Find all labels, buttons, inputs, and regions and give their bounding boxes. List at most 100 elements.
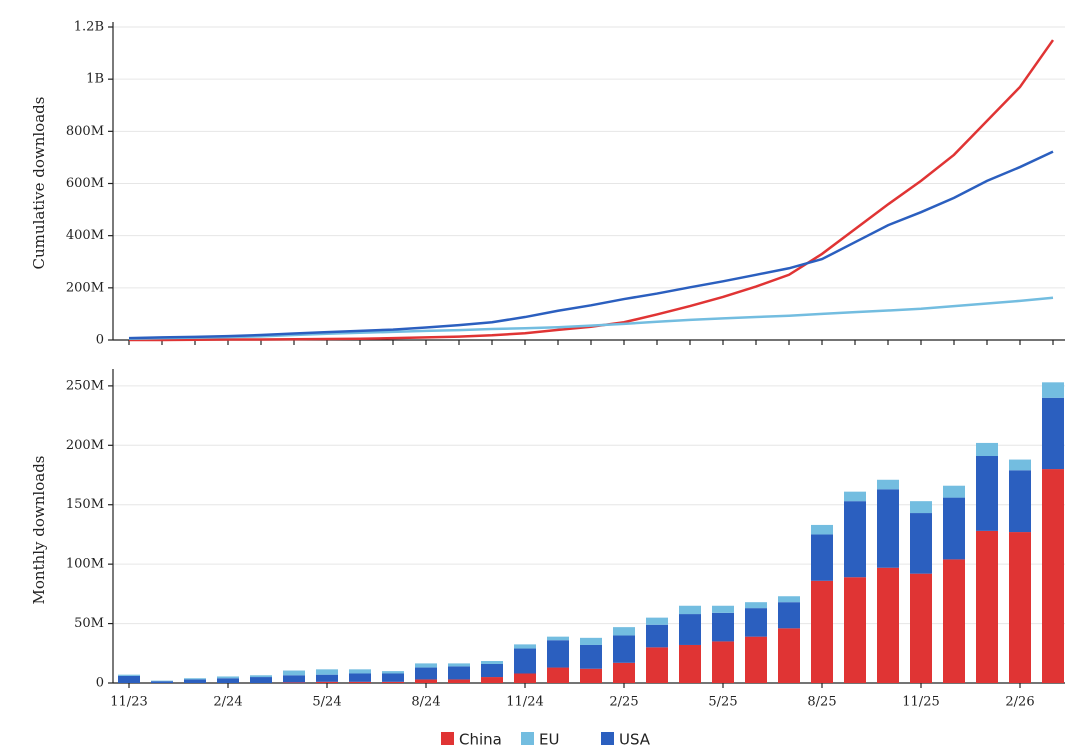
- bar-segment: [547, 636, 569, 641]
- y-axis-label: Cumulative downloads: [30, 97, 48, 270]
- bar-segment: [910, 501, 932, 514]
- bar-segment: [151, 681, 173, 683]
- bar-segment: [448, 663, 470, 667]
- bar-segment: [778, 596, 800, 603]
- y-tick-label: 0: [96, 333, 104, 348]
- bar-segment: [118, 674, 140, 676]
- bar-segment: [1009, 470, 1031, 533]
- bar-segment: [646, 624, 668, 648]
- legend-label: EU: [539, 731, 559, 749]
- y-axis-label: Monthly downloads: [30, 456, 48, 605]
- x-tick-label: 5/25: [708, 695, 737, 710]
- bar-segment: [877, 489, 899, 568]
- bar-segment: [217, 678, 239, 683]
- bar-segment: [976, 530, 998, 683]
- bar-segment: [448, 666, 470, 680]
- bar-segment: [844, 491, 866, 502]
- bar-segment: [250, 677, 272, 683]
- bar-segment: [316, 681, 338, 683]
- y-tick-label: 1.2B: [74, 20, 104, 35]
- bar-segment: [712, 612, 734, 642]
- y-tick-label: 200M: [66, 280, 104, 295]
- bar-segment: [745, 636, 767, 683]
- x-tick-label: 11/25: [902, 695, 939, 710]
- bar-segment: [976, 456, 998, 531]
- bar-segment: [877, 567, 899, 683]
- bar-segment: [745, 602, 767, 609]
- bar-segment: [349, 669, 371, 674]
- bar-segment: [613, 627, 635, 636]
- y-tick-label: 50M: [74, 616, 104, 631]
- legend-swatch: [601, 732, 614, 745]
- bar-segment: [811, 534, 833, 581]
- legend-label: China: [459, 731, 502, 749]
- bar-segment: [184, 679, 206, 683]
- bar-segment: [712, 641, 734, 683]
- y-tick-label: 150M: [66, 497, 104, 512]
- x-tick-label: 11/23: [110, 695, 147, 710]
- bar-segment: [481, 663, 503, 678]
- y-tick-label: 400M: [66, 228, 104, 243]
- y-tick-label: 0: [96, 676, 104, 691]
- x-tick-label: 8/25: [807, 695, 836, 710]
- legend-swatch: [441, 732, 454, 745]
- bar-segment: [514, 673, 536, 683]
- bar-segment: [283, 675, 305, 683]
- bar-segment: [778, 602, 800, 629]
- bar-segment: [943, 497, 965, 560]
- bar-segment: [1009, 459, 1031, 471]
- bar-segment: [514, 644, 536, 649]
- bar-segment: [613, 662, 635, 683]
- bar-segment: [151, 680, 173, 682]
- bar-segment: [382, 681, 404, 683]
- bar-segment: [415, 679, 437, 683]
- bar-segment: [481, 661, 503, 664]
- bar-segment: [448, 679, 470, 683]
- x-tick-label: 2/26: [1005, 695, 1034, 710]
- bar-segment: [349, 681, 371, 683]
- y-tick-label: 250M: [66, 378, 104, 393]
- bar-segment: [250, 675, 272, 678]
- bar-segment: [481, 677, 503, 683]
- bar-segment: [976, 442, 998, 457]
- bar-segment: [547, 667, 569, 683]
- bar-segment: [679, 644, 701, 683]
- bar-segment: [712, 605, 734, 613]
- bar-segment: [316, 674, 338, 682]
- bar-segment: [580, 668, 602, 683]
- bar-segment: [217, 676, 239, 679]
- bar-segment: [811, 524, 833, 535]
- bar-segment: [646, 647, 668, 683]
- legend-swatch: [521, 732, 534, 745]
- bar-segment: [415, 663, 437, 668]
- bar-segment: [778, 628, 800, 683]
- bar-segment: [877, 479, 899, 490]
- x-tick-label: 5/24: [312, 695, 341, 710]
- bar-segment: [844, 577, 866, 683]
- bar-segment: [349, 673, 371, 682]
- line: [128, 296, 1054, 340]
- bar-segment: [613, 635, 635, 663]
- bar-segment: [1042, 397, 1064, 470]
- bar-segment: [910, 573, 932, 683]
- bar-segment: [745, 608, 767, 637]
- bar-segment: [514, 648, 536, 674]
- bar-segment: [580, 637, 602, 645]
- x-tick-label: 2/25: [609, 695, 638, 710]
- bar-segment: [910, 513, 932, 574]
- x-tick-label: 8/24: [411, 695, 440, 710]
- line: [129, 39, 1055, 342]
- bar-segment: [184, 678, 206, 680]
- bar-segment: [844, 501, 866, 578]
- bar-segment: [382, 671, 404, 674]
- bar-segment: [415, 667, 437, 680]
- bar-segment: [1009, 532, 1031, 683]
- legend-label: USA: [619, 731, 651, 749]
- bar-segment: [1042, 382, 1064, 398]
- y-tick-label: 600M: [66, 176, 104, 191]
- bar-segment: [811, 580, 833, 683]
- y-tick-label: 100M: [66, 557, 104, 572]
- bar-segment: [316, 669, 338, 675]
- bar-segment: [382, 673, 404, 682]
